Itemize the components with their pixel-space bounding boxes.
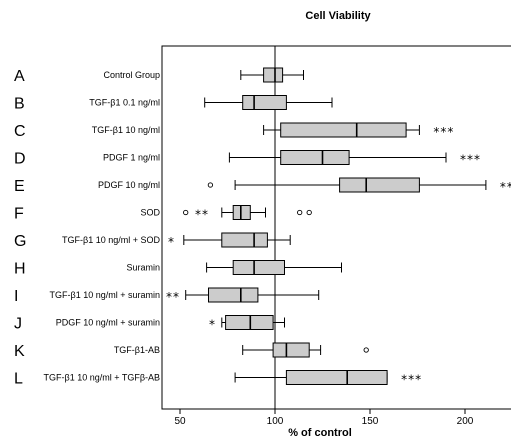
outlier-point (306, 209, 312, 216)
category-label: PDGF 10 ng/ml + suramin (56, 318, 160, 328)
category-label: TGF-β1-AB (114, 345, 160, 355)
row-letter: E (14, 178, 25, 195)
box-row: I TGF-β1 10 ng/ml + suramin ** (14, 287, 320, 305)
box (280, 122, 407, 138)
category-label: TGF-β1 10 ng/ml + SOD (62, 235, 160, 245)
row-letter: B (14, 96, 25, 113)
category-label: Suramin (126, 263, 160, 273)
box-row: J PDGF 10 ng/ml + suramin * (14, 315, 285, 333)
chart-title: Cell Viability (305, 10, 371, 22)
box (339, 177, 420, 193)
row-letter: H (14, 261, 26, 278)
row-letter: L (14, 371, 23, 388)
box-row: L TGF-β1 10 ng/ml + TGFβ-AB *** (14, 370, 422, 388)
category-label: TGF-β1 10 ng/ml + TGFβ-AB (44, 373, 160, 383)
significance-marker: *** (500, 180, 511, 194)
box-row: G TGF-β1 10 ng/ml + SOD * (14, 232, 291, 250)
significance-marker: ** (166, 290, 180, 304)
x-tick-label: 200 (457, 416, 474, 427)
box-row: E PDGF 10 ng/ml *** (14, 177, 511, 195)
category-label: PDGF 1 ng/ml (103, 153, 160, 163)
box (225, 315, 274, 330)
box-row: B TGF-β1 0.1 ng/ml (14, 95, 333, 113)
row-letter: K (14, 343, 25, 360)
outlier-point (297, 209, 303, 216)
outlier-point (207, 182, 214, 188)
category-label: TGF-β1 10 ng/ml + suramin (50, 290, 160, 300)
outlier-point (183, 209, 189, 216)
box (263, 67, 284, 83)
box-row: A Control Group (14, 67, 304, 85)
significance-marker: * (209, 318, 216, 332)
chart-rows: A Control Group B TGF-β1 0.1 ng/ml C TGF-β1 1… (14, 67, 511, 388)
box (280, 150, 350, 165)
significance-marker: ** (195, 208, 209, 222)
category-label: TGF-β1 0.1 ng/ml (89, 98, 160, 108)
category-label: PDGF 10 ng/ml (98, 180, 160, 190)
box-row: H Suramin (14, 260, 342, 278)
outlier-point (363, 347, 369, 353)
row-letter: I (14, 288, 18, 305)
row-letter: F (14, 206, 24, 223)
box-row: D PDGF 1 ng/ml *** (14, 150, 481, 168)
category-label: SOD (140, 208, 160, 218)
box (208, 287, 259, 303)
x-tick-label: 100 (267, 416, 284, 427)
significance-marker: *** (433, 125, 454, 139)
box (285, 370, 388, 385)
x-axis: 50 100 150 200 (174, 409, 474, 427)
box-row: K TGF-β1-AB (14, 342, 369, 360)
box (232, 260, 285, 275)
x-tick-label: 50 (174, 416, 186, 427)
category-label: Control Group (103, 70, 160, 80)
row-letter: C (14, 123, 26, 140)
box (232, 205, 251, 220)
row-letter: A (14, 68, 25, 85)
box-row: C TGF-β1 10 ng/ml *** (14, 122, 454, 140)
box (242, 95, 287, 110)
significance-marker: *** (401, 373, 422, 387)
significance-marker: * (168, 235, 175, 249)
category-label: TGF-β1 10 ng/ml (92, 125, 160, 135)
x-axis-label: % of control (288, 427, 352, 439)
box (272, 342, 310, 358)
x-tick-label: 150 (362, 416, 379, 427)
row-letter: G (14, 233, 26, 250)
box (221, 232, 268, 248)
box-row: F SOD ** (14, 205, 312, 223)
row-letter: J (14, 316, 22, 333)
plot-frame (161, 45, 511, 410)
significance-marker: *** (460, 153, 481, 167)
row-letter: D (14, 151, 26, 168)
